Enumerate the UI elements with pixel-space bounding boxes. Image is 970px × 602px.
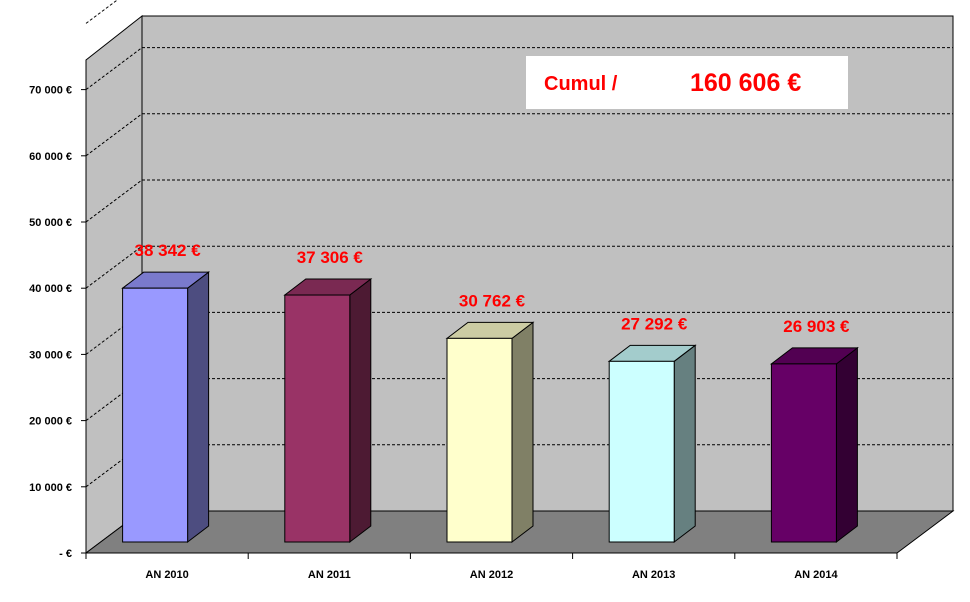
- gridline-side: [85, 0, 119, 24]
- gridline-side: [85, 113, 143, 157]
- y-tick-label: 30 000 €: [29, 349, 72, 361]
- bars: [121, 271, 859, 544]
- bar: [445, 321, 535, 544]
- cumul-label: Cumul /: [544, 73, 618, 95]
- bar-side: [511, 321, 534, 544]
- data-labels: 38 342 € 37 306 € 30 762 € 27 292 € 26 903 €: [135, 241, 851, 336]
- y-tick-label: - €: [59, 548, 72, 560]
- gridline-side: [85, 245, 143, 289]
- bar: [769, 346, 859, 544]
- y-tick-label: 50 000 €: [29, 217, 72, 229]
- bar-front: [770, 363, 837, 543]
- y-tick-label: 60 000 €: [29, 151, 72, 163]
- bar-side: [349, 278, 372, 544]
- bar-side: [673, 344, 696, 544]
- gridline-side: [85, 311, 143, 355]
- gridline-side: [85, 47, 143, 90]
- x-tick-label: AN 2014: [794, 569, 838, 581]
- x-tick-label: AN 2013: [632, 569, 675, 581]
- bar-front: [122, 287, 189, 543]
- cumul-value: 160 606 €: [690, 69, 801, 97]
- gridline-side: [85, 444, 143, 488]
- y-tick-label: 40 000 €: [29, 283, 72, 295]
- gridlines: [85, 0, 953, 488]
- data-label: 37 306 €: [297, 248, 364, 267]
- gridline-side: [85, 179, 143, 223]
- y-tick-label: 20 000 €: [29, 416, 72, 428]
- cumul-box: Cumul / 160 606 €: [526, 56, 848, 109]
- data-label: 27 292 €: [621, 314, 688, 333]
- bar: [607, 344, 697, 544]
- x-tick-label: AN 2012: [470, 569, 513, 581]
- bar-front: [446, 337, 513, 543]
- x-tick-label: AN 2011: [308, 569, 351, 581]
- data-label: 38 342 €: [135, 241, 202, 260]
- bar: [121, 271, 211, 544]
- gridline-side: [85, 378, 143, 422]
- y-tick-label: 10 000 €: [29, 482, 72, 494]
- bar-front: [284, 294, 351, 543]
- cumul-box-background: [526, 56, 848, 109]
- y-axis: - € 10 000 € 20 000 € 30 000 € 40 000 € 50 00…: [29, 60, 87, 560]
- bar-front: [608, 360, 675, 543]
- y-tick-label: 70 000 €: [29, 85, 72, 97]
- x-tick-label: AN 2010: [145, 569, 188, 581]
- bar-side: [835, 346, 858, 544]
- data-label: 30 762 €: [459, 291, 526, 310]
- x-axis: AN 2010 AN 2011 AN 2012 AN 2013 AN 2014: [85, 552, 898, 581]
- bar-side: [187, 271, 210, 544]
- bar: [283, 278, 373, 544]
- data-label: 26 903 €: [783, 317, 850, 336]
